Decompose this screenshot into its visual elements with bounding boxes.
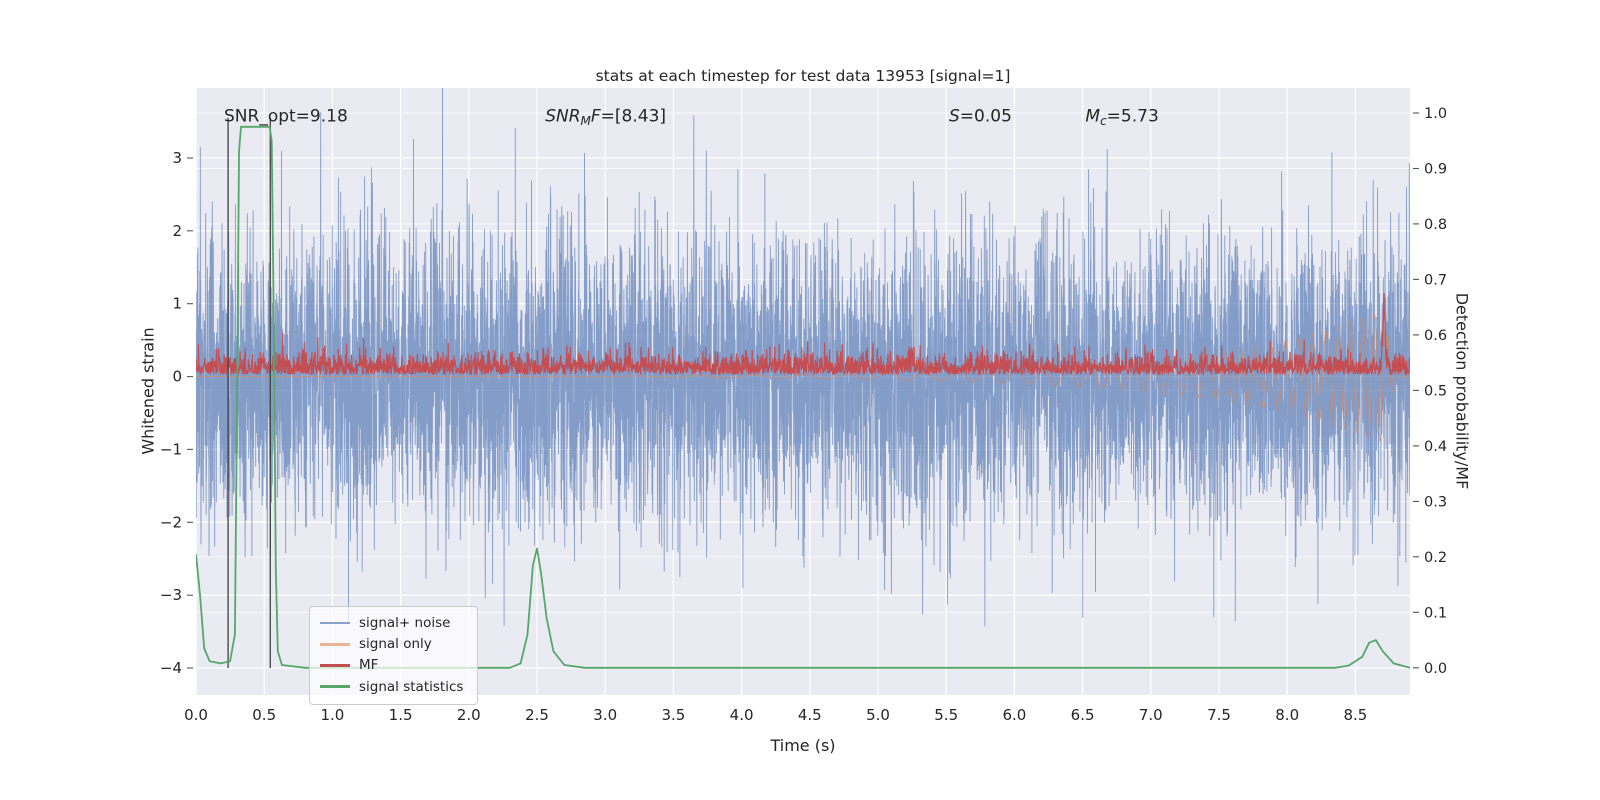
x-tick-label: 0.0 [184, 706, 208, 724]
y-left-tick-label: −1 [160, 440, 182, 458]
y-right-tick-label: 0.1 [1424, 605, 1447, 621]
legend-item-mf: MF [320, 657, 463, 673]
series-mf [196, 293, 1410, 375]
legend-label-signal-only: signal only [359, 636, 432, 653]
x-tick-label: 8.0 [1275, 706, 1299, 724]
x-tick-label: 2.5 [525, 706, 549, 724]
y-right-tick-label: 0.3 [1424, 494, 1447, 510]
y-right-tick-label: 0.9 [1424, 162, 1447, 178]
series-signal-statistics [196, 125, 1410, 669]
y-left-tick-label: −4 [160, 659, 182, 677]
y-right-tick-label: 0.2 [1424, 550, 1447, 566]
legend-label-signal-noise: signal+ noise [359, 615, 451, 631]
x-tick-label: 1.5 [389, 706, 413, 724]
legend-item-signal-statistics: signal statistics [320, 679, 463, 695]
y-right-tick-label: 0.4 [1424, 439, 1447, 455]
legend: signal+ noise signal only MF signal stat… [309, 606, 479, 705]
x-tick-label: 3.5 [661, 706, 685, 724]
x-tick-label: 3.0 [593, 706, 617, 724]
legend-swatch-mf [320, 664, 350, 667]
y-left-tick-label: 1 [172, 295, 182, 313]
y-left-tick-label: 3 [172, 149, 182, 167]
annotation-text: Mc=5.73 [1085, 107, 1158, 129]
annotation-text: SNR_opt=9.18 [224, 107, 348, 127]
x-tick-label: 2.0 [457, 706, 481, 724]
y-right-tick-label: 0.7 [1424, 272, 1447, 288]
y-left-tick-label: 2 [172, 222, 182, 240]
y-right-tick-label: 1.0 [1424, 106, 1447, 122]
legend-label-signal-statistics: signal statistics [359, 678, 464, 695]
x-tick-label: 0.5 [252, 706, 276, 724]
y-axis-label-left: Whitened strain [138, 327, 158, 455]
y-right-tick-label: 0.8 [1424, 217, 1447, 233]
x-tick-label: 6.0 [1002, 706, 1026, 724]
y-left-tick-label: −3 [160, 586, 182, 604]
y-right-tick-label: 0.0 [1424, 661, 1447, 677]
y-right-tick-label: 0.6 [1424, 328, 1447, 344]
legend-swatch-signal-statistics [320, 685, 350, 689]
x-tick-label: 7.0 [1139, 706, 1163, 724]
series-signal-noise [196, 88, 1410, 627]
x-tick-label: 7.5 [1207, 706, 1231, 724]
annotation-text: SNRMF=[8.43] [545, 107, 666, 129]
legend-label-mf: MF [359, 657, 379, 674]
y-left-tick-label: −2 [160, 513, 182, 531]
y-axis-label-right: Detection probability/MF [1452, 292, 1472, 490]
x-tick-label: 4.0 [730, 706, 754, 724]
chart-title: stats at each timestep for test data 139… [595, 67, 1011, 85]
x-tick-label: 5.5 [934, 706, 958, 724]
x-tick-label: 1.0 [320, 706, 344, 724]
series-signal-only [196, 313, 1410, 442]
annotation-text: S=0.05 [949, 107, 1012, 127]
legend-swatch-signal-noise [320, 621, 350, 625]
x-tick-label: 6.5 [1071, 706, 1095, 724]
legend-item-signal-only: signal only [320, 636, 463, 652]
legend-swatch-signal-only [320, 642, 350, 646]
x-tick-label: 4.5 [798, 706, 822, 724]
y-right-tick-label: 0.5 [1424, 383, 1447, 399]
legend-item-signal-noise: signal+ noise [320, 615, 463, 631]
x-tick-label: 5.0 [866, 706, 890, 724]
y-left-tick-label: 0 [172, 368, 182, 386]
x-axis-label: Time (s) [770, 736, 836, 755]
plot-area [196, 88, 1410, 669]
x-tick-label: 8.5 [1343, 706, 1367, 724]
